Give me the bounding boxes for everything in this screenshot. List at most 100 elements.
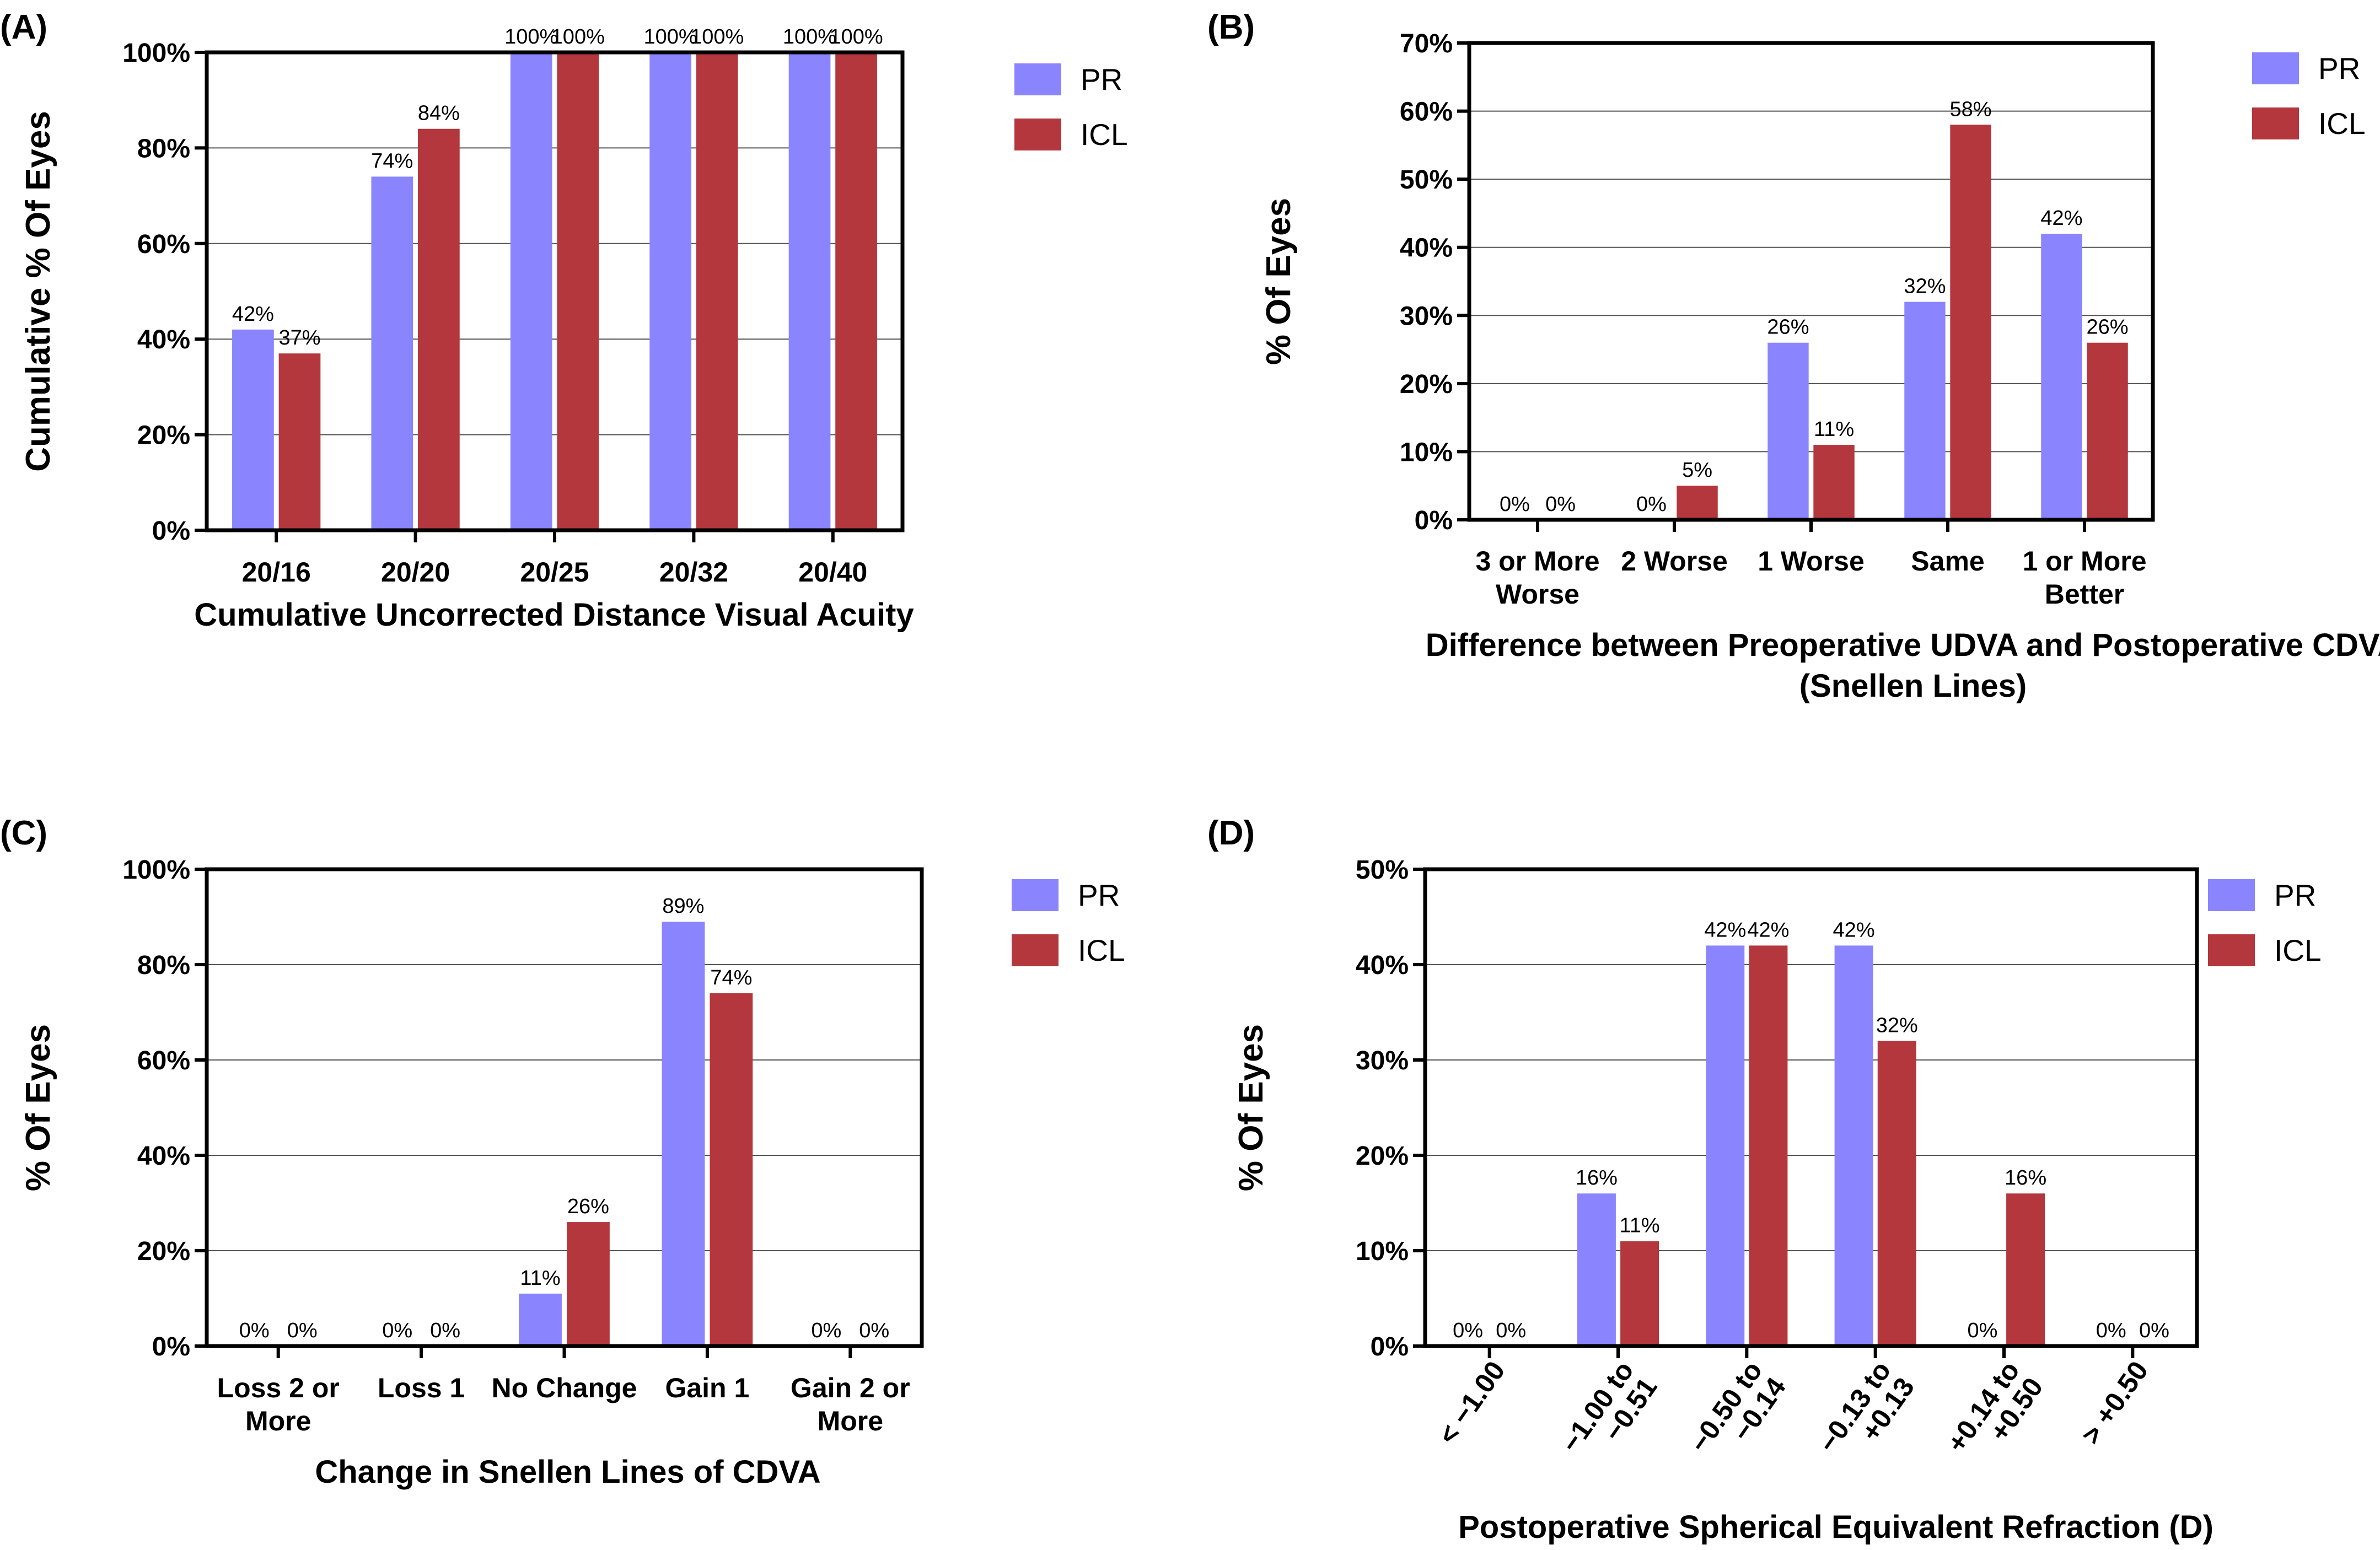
y-tick-label: 0% bbox=[1415, 506, 1453, 535]
legend-swatch-icl bbox=[1012, 934, 1059, 966]
bar-icl-1 bbox=[278, 353, 321, 530]
data-label: 11% bbox=[520, 1267, 560, 1290]
bar-pr-5 bbox=[788, 52, 831, 530]
data-label: 32% bbox=[1876, 1014, 1918, 1037]
bar-icl-3 bbox=[1749, 945, 1788, 1346]
legend-label-icl: ICL bbox=[1078, 933, 1125, 967]
data-label: 0% bbox=[287, 1319, 318, 1342]
data-label: 11% bbox=[1619, 1214, 1659, 1237]
legend: PR ICL bbox=[2252, 51, 2366, 141]
legend: PR ICL bbox=[2208, 878, 2322, 967]
panel-letter: (A) bbox=[0, 8, 47, 46]
data-label: 100% bbox=[783, 25, 836, 49]
y-tick-label: 20% bbox=[137, 421, 190, 450]
legend-swatch-pr bbox=[1014, 63, 1061, 95]
x-axis-title: Difference between Preoperative UDVA and… bbox=[1426, 627, 2380, 704]
data-label: 84% bbox=[418, 102, 460, 125]
x-tick-label: Loss 1 bbox=[378, 1373, 465, 1403]
y-tick-label: 20% bbox=[137, 1237, 190, 1266]
data-label: 0% bbox=[811, 1319, 841, 1342]
x-tick-label: Gain 2 or More bbox=[791, 1373, 910, 1436]
data-label: 0% bbox=[1636, 493, 1667, 516]
chart-panel-a: (A)42%37%74%84%100%100% 100%100% 100%100%0… bbox=[0, 8, 1128, 633]
y-tick-label: 70% bbox=[1400, 29, 1453, 58]
data-label: 42% bbox=[1747, 918, 1789, 941]
x-tick-label: < −1.00 bbox=[1432, 1355, 1511, 1450]
x-tick-label: Same bbox=[1911, 546, 1984, 577]
x-tick-label: 20/25 bbox=[520, 557, 589, 588]
data-label: 100% bbox=[644, 25, 697, 49]
x-tick-label: 20/32 bbox=[659, 557, 728, 588]
data-label: 58% bbox=[1950, 98, 1992, 121]
bar-pr-4 bbox=[649, 52, 691, 530]
legend-label-icl: ICL bbox=[1081, 117, 1128, 152]
x-tick-label: 3 or More Worse bbox=[1475, 546, 1599, 610]
data-label: 74% bbox=[371, 149, 413, 173]
y-tick-label: 40% bbox=[137, 1142, 190, 1171]
x-tick-label: −1.00 to−0.51 bbox=[1555, 1355, 1663, 1474]
data-label: 37% bbox=[278, 326, 320, 349]
legend-swatch-icl bbox=[2208, 934, 2255, 966]
bar-icl-4 bbox=[696, 52, 738, 530]
legend-label-pr: PR bbox=[1078, 878, 1120, 912]
data-label: 26% bbox=[1767, 316, 1809, 339]
y-tick-label: 80% bbox=[137, 134, 190, 163]
data-label: 0% bbox=[430, 1319, 460, 1342]
panel-letter: (D) bbox=[1207, 814, 1255, 852]
bar-pr-3 bbox=[1767, 342, 1809, 520]
legend-label-icl: ICL bbox=[2274, 933, 2322, 967]
y-tick-label: 100% bbox=[122, 39, 190, 68]
y-axis-title: % Of Eyes bbox=[1232, 1024, 1270, 1191]
legend-label-pr: PR bbox=[2274, 878, 2316, 912]
legend-swatch-icl bbox=[2252, 107, 2299, 139]
x-tick-label: Gain 1 bbox=[665, 1373, 749, 1403]
y-axis-title: Cumulative % Of Eyes bbox=[19, 111, 57, 472]
x-tick-label: −0.13 to+0.13 bbox=[1812, 1355, 1920, 1474]
chart-panel-d: (D)0% 0%16%11%42% 42% 42%32%0%16%0% 0%0%10%2… bbox=[1207, 814, 2322, 1545]
y-tick-label: 20% bbox=[1356, 1142, 1409, 1171]
y-tick-label: 10% bbox=[1356, 1237, 1409, 1266]
legend-swatch-pr bbox=[1012, 879, 1059, 911]
y-tick-label: 40% bbox=[1356, 951, 1409, 980]
y-tick-label: 60% bbox=[137, 1046, 190, 1075]
x-tick-label: +0.14 to+0.50 bbox=[1941, 1355, 2049, 1474]
bar-pr-5 bbox=[2041, 234, 2082, 520]
y-tick-label: 40% bbox=[137, 325, 190, 354]
bar-icl-2 bbox=[1620, 1241, 1659, 1346]
legend: PR ICL bbox=[1012, 878, 1125, 967]
data-label: 100% bbox=[504, 25, 558, 49]
bar-pr-3 bbox=[519, 1293, 562, 1346]
bar-icl-2 bbox=[418, 128, 460, 531]
bar-icl-2 bbox=[1677, 486, 1718, 520]
y-tick-label: 0% bbox=[152, 1332, 190, 1361]
y-tick-label: 20% bbox=[1400, 370, 1453, 399]
data-label: 0% bbox=[1496, 1319, 1526, 1342]
x-tick-label: 20/20 bbox=[381, 557, 450, 588]
y-tick-label: 100% bbox=[122, 855, 190, 885]
y-tick-label: 10% bbox=[1400, 438, 1453, 467]
chart-panel-b: (B) 0% 0% 0% 5% 26% 11% 32% 58% 42% 26% 0% 10% 20% 30%… bbox=[1207, 8, 2380, 704]
bar-icl-5 bbox=[2087, 342, 2128, 520]
data-label: 16% bbox=[1576, 1166, 1618, 1190]
bar-icl-5 bbox=[835, 52, 877, 530]
y-tick-label: 0% bbox=[152, 516, 190, 546]
y-tick-label: 50% bbox=[1356, 855, 1409, 885]
bar-pr-3 bbox=[510, 52, 552, 530]
plot-frame bbox=[205, 867, 924, 1348]
bar-icl-4 bbox=[1950, 125, 1991, 520]
x-tick-label: 20/40 bbox=[798, 557, 867, 588]
data-label: 32% bbox=[1904, 275, 1946, 298]
data-label: 0% bbox=[1967, 1319, 1997, 1342]
data-label: 0% bbox=[859, 1319, 889, 1342]
x-axis-title: Change in Snellen Lines of CDVA bbox=[315, 1454, 820, 1490]
data-label: 0% bbox=[382, 1319, 412, 1342]
bar-pr-2 bbox=[371, 176, 413, 530]
y-axis-title: % Of Eyes bbox=[19, 1024, 57, 1191]
panel-letter: (B) bbox=[1207, 8, 1255, 46]
bar-pr-4 bbox=[1834, 945, 1873, 1346]
x-axis-title: Postoperative Spherical Equivalent Refra… bbox=[1458, 1509, 2214, 1545]
chart-panel-c: (C) 0% 0% 0% 0% 11% 26% 89% 74% 0% 0% 0% 20% 40% 60% 80… bbox=[0, 814, 1125, 1490]
x-tick-label: 1 Worse bbox=[1758, 546, 1865, 577]
y-axis-title: % Of Eyes bbox=[1260, 198, 1298, 365]
